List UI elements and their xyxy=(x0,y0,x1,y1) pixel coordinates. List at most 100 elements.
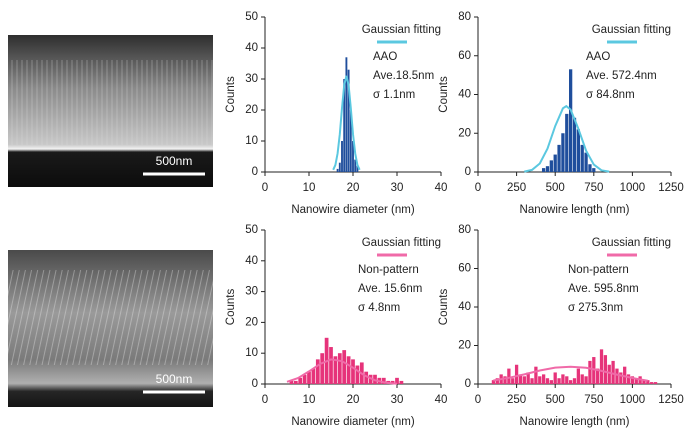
bar xyxy=(541,374,546,384)
x-axis-label: Nanowire length (nm) xyxy=(520,204,630,216)
bar xyxy=(538,376,542,384)
y-tick-label: 0 xyxy=(252,166,258,178)
bar xyxy=(549,380,553,384)
bar xyxy=(592,357,596,384)
bar xyxy=(329,347,333,384)
bar xyxy=(293,380,298,384)
x-tick-label: 0 xyxy=(262,394,268,406)
sem-image: 500nm xyxy=(8,250,213,407)
chart: 0 10 20 30 40 50 0 10 20 30 40 Nanowire diameter (n… xyxy=(225,224,447,428)
y-tick-label: 40 xyxy=(458,89,471,101)
bar xyxy=(557,378,561,384)
chart: 0 10 20 30 40 50 0 10 20 30 40 Nanowire diameter (n… xyxy=(225,11,447,216)
bar xyxy=(337,353,342,384)
bar xyxy=(298,377,303,384)
bar xyxy=(511,378,515,384)
bar xyxy=(541,168,546,172)
y-tick-label: 0 xyxy=(465,166,471,178)
bar xyxy=(364,371,369,384)
fit-curve xyxy=(332,75,361,171)
bar xyxy=(592,168,596,172)
x-tick-label: 30 xyxy=(391,182,404,194)
bar xyxy=(302,374,307,384)
x-tick-label: 40 xyxy=(435,394,448,406)
x-tick-label: 0 xyxy=(262,182,268,194)
bar xyxy=(596,368,600,384)
y-tick-label: 40 xyxy=(458,301,471,313)
legend-label: Gaussian fitting xyxy=(362,24,441,36)
bar xyxy=(307,371,311,384)
bar xyxy=(346,356,351,384)
bar xyxy=(355,365,360,384)
legend-label: Gaussian fitting xyxy=(592,237,671,249)
y-tick-label: 40 xyxy=(245,42,258,54)
bar xyxy=(553,372,557,384)
y-tick-label: 0 xyxy=(252,378,258,390)
annotation: AAO xyxy=(586,51,610,63)
x-tick-label: 1250 xyxy=(658,394,684,406)
bar xyxy=(568,380,573,384)
bar xyxy=(522,376,526,384)
chart: 0 20 40 60 80 0 250 500 750 1000 1250 Nanowire leng… xyxy=(438,224,684,428)
x-tick-label: 1250 xyxy=(658,182,684,194)
y-tick-label: 20 xyxy=(458,127,471,139)
fit-curve xyxy=(493,365,648,382)
bar xyxy=(584,152,588,172)
x-tick-label: 1000 xyxy=(620,394,646,406)
y-tick-label: 60 xyxy=(458,263,471,275)
bar xyxy=(557,144,561,172)
bar xyxy=(634,378,638,384)
bar xyxy=(580,144,584,172)
bar xyxy=(336,168,339,172)
bar xyxy=(584,376,588,384)
y-tick-label: 50 xyxy=(245,224,258,236)
x-tick-label: 0 xyxy=(475,394,481,406)
bar xyxy=(349,110,352,172)
bar xyxy=(553,154,557,172)
bar xyxy=(368,374,373,384)
bar xyxy=(545,378,550,384)
bar xyxy=(603,355,608,384)
bar xyxy=(343,79,346,172)
scale-bar-label: 500nm xyxy=(156,154,193,168)
bar xyxy=(518,374,523,384)
y-tick-label: 40 xyxy=(245,255,258,267)
bar xyxy=(526,372,530,384)
bar xyxy=(342,350,347,384)
bar xyxy=(580,374,584,384)
x-tick-label: 250 xyxy=(507,182,526,194)
x-tick-label: 750 xyxy=(584,182,603,194)
y-tick-label: 50 xyxy=(245,11,258,23)
bar xyxy=(381,377,386,384)
bar xyxy=(491,380,496,384)
bar xyxy=(495,378,499,384)
legend-label: Gaussian fitting xyxy=(592,24,671,36)
bar xyxy=(534,366,538,384)
bar xyxy=(549,160,553,172)
x-axis-label: Nanowire length (nm) xyxy=(520,416,630,428)
y-tick-label: 10 xyxy=(245,135,258,147)
bar xyxy=(576,368,581,384)
bar xyxy=(642,380,646,384)
y-axis-label: Counts xyxy=(438,289,450,326)
bar xyxy=(507,368,511,384)
annotation: σ 275.3nm xyxy=(568,302,623,314)
x-axis-label: Nanowire diameter (nm) xyxy=(291,416,415,428)
bar xyxy=(572,378,577,384)
bar xyxy=(345,57,348,172)
bar xyxy=(626,374,631,384)
x-tick-label: 250 xyxy=(507,394,526,406)
bar xyxy=(333,356,338,384)
annotation: Ave. 15.6nm xyxy=(358,283,422,295)
x-axis-label: Nanowire diameter (nm) xyxy=(291,204,415,216)
bar xyxy=(630,376,635,384)
annotation: Non-pattern xyxy=(568,264,629,276)
y-tick-label: 80 xyxy=(458,224,471,236)
bar xyxy=(315,359,320,384)
bar xyxy=(354,159,357,172)
annotation: Ave.18.5nm xyxy=(373,70,434,82)
x-tick-label: 20 xyxy=(347,394,360,406)
bar xyxy=(599,349,604,384)
bar xyxy=(514,364,519,384)
x-tick-label: 500 xyxy=(546,394,565,406)
